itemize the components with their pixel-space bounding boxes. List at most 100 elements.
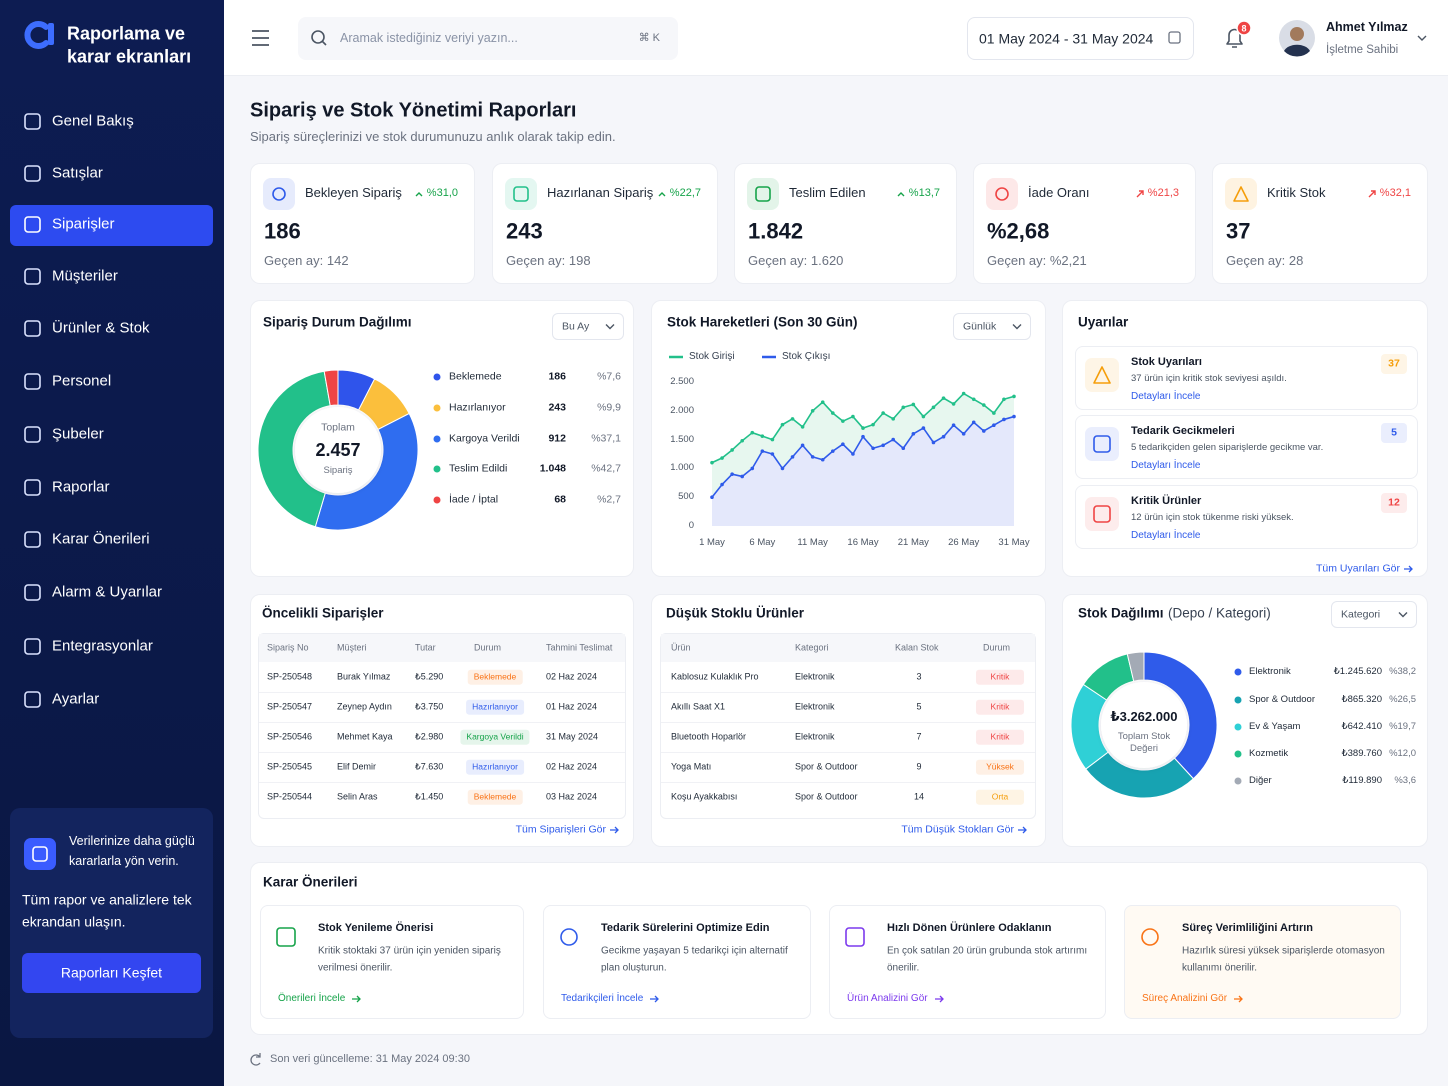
row-divider	[661, 752, 1035, 753]
link[interactable]: Tüm Uyarıları Gör	[1315, 562, 1400, 575]
panel-title: Stok Dağılımı	[1078, 605, 1164, 621]
table-header	[661, 634, 1035, 662]
column-header: Kategori	[795, 642, 829, 653]
link[interactable]: Tüm Siparişleri Gör	[515, 823, 606, 836]
kpi-value: 243	[506, 218, 543, 244]
table-frame	[258, 633, 626, 819]
kpi-card	[250, 163, 475, 284]
legend-label: Teslim Edildi	[449, 462, 508, 475]
menu-item[interactable]: Karar Önerileri	[52, 530, 150, 548]
table-cell: Kablosuz Kulaklık Pro	[671, 671, 759, 682]
alert-link[interactable]: Detayları İncele	[1131, 529, 1201, 541]
column-header: Durum	[474, 642, 502, 653]
alert-icon	[1085, 358, 1119, 392]
alert-link[interactable]: Detayları İncele	[1131, 459, 1201, 471]
kpi-card	[973, 163, 1196, 284]
donut-center-sub: Sipariş	[323, 465, 353, 477]
menu-item[interactable]: Raporlar	[52, 478, 110, 496]
legend-label: Hazırlanıyor	[449, 401, 506, 414]
alert-item	[1075, 485, 1418, 549]
status-pill: Hazırlanıyor	[466, 759, 524, 775]
column-header: Tutar	[415, 642, 436, 653]
table-cell: Burak Yılmaz	[337, 671, 391, 682]
date-picker[interactable]	[967, 17, 1194, 60]
kpi-icon	[986, 178, 1018, 210]
table-cell: Spor & Outdoor	[795, 761, 858, 772]
column-header: Sipariş No	[267, 642, 309, 653]
legend-share: %26,5	[1389, 694, 1416, 706]
link[interactable]: Ürün Analizini Gör	[847, 992, 928, 1004]
menu-item[interactable]: Genel Bakış	[52, 112, 134, 130]
kpi-change: %13,7	[908, 187, 940, 200]
last-update: Son veri güncelleme: 31 May 2024 09:30	[270, 1053, 470, 1066]
x-tick-label: 6 May	[749, 537, 776, 549]
table-cell: ₺3.750	[415, 701, 444, 712]
menu-item[interactable]: Siparişler	[52, 215, 115, 233]
panel-title: Uyarılar	[1078, 314, 1129, 330]
menu-item[interactable]: Şubeler	[52, 425, 104, 443]
brand: Raporlama ve karar ekranları	[67, 23, 192, 67]
table-cell: Elektronik	[795, 701, 835, 712]
link[interactable]: Önerileri İncele	[278, 992, 346, 1004]
panel-title: Sipariş Durum Dağılımı	[263, 314, 412, 330]
status-pill: Kritik	[976, 729, 1024, 745]
donut-total: ₺3.262.000	[1110, 708, 1178, 724]
link[interactable]: Tedarikçileri İncele	[561, 992, 644, 1004]
alert-title: Kritik Ürünler	[1131, 495, 1202, 508]
decision-card	[829, 905, 1106, 1019]
dropdown-label[interactable]: Bu Ay	[562, 319, 590, 332]
menu-item[interactable]: Alarm & Uyarılar	[52, 583, 163, 601]
row-divider	[259, 692, 625, 693]
menu-item[interactable]: Personel	[52, 372, 112, 390]
search[interactable]	[298, 17, 678, 60]
menu-item[interactable]: Satışlar	[52, 164, 103, 182]
link[interactable]: Süreç Analizini Gör	[1142, 992, 1228, 1004]
legend-share: %37,1	[591, 432, 621, 445]
legend-label: Beklemede	[449, 370, 502, 383]
column-header: Ürün	[671, 642, 691, 653]
donut-total: 2.457	[315, 439, 361, 460]
promo-title: Verilerinize daha güçlü kararlarla yön v…	[69, 834, 195, 868]
kpi-icon	[747, 178, 779, 210]
legend-share: %2,7	[597, 493, 621, 506]
table-cell: Koşu Ayakkabısı	[671, 791, 738, 802]
table-cell: 01 Haz 2024	[546, 701, 598, 712]
row-divider	[661, 692, 1035, 693]
link[interactable]: Tüm Düşük Stokları Gör	[901, 823, 1014, 836]
y-tick-label: 500	[678, 491, 694, 503]
status-pill: Kritik	[976, 699, 1024, 715]
menu-item[interactable]: Entegrasyonlar	[52, 637, 153, 655]
table-cell: SP-250546	[267, 731, 313, 742]
alert-link[interactable]: Detayları İncele	[1131, 390, 1201, 402]
legend-label: Spor & Outdoor	[1249, 694, 1316, 706]
kpi-icon	[263, 178, 295, 210]
menu-item[interactable]: Ürünler & Stok	[52, 319, 150, 337]
status-pill: Kargoya Verildi	[460, 729, 530, 745]
x-tick-label: 26 May	[948, 537, 980, 549]
legend-value: ₺1.245.620	[1333, 666, 1382, 678]
promo-button[interactable]	[22, 953, 201, 993]
kpi-card	[734, 163, 957, 284]
dropdown-label[interactable]: Günlük	[963, 319, 997, 332]
search-placeholder[interactable]: Aramak istediğiniz veriyi yazın...	[340, 30, 518, 45]
panel-title: Öncelikli Siparişler	[262, 605, 384, 621]
menu-active[interactable]	[10, 205, 213, 246]
status-pill: Orta	[976, 789, 1024, 805]
table-cell: SP-250548	[267, 671, 313, 682]
notification-count[interactable]: 8	[1241, 22, 1247, 33]
y-tick-label: 1.000	[670, 462, 694, 474]
column-header: Müşteri	[337, 642, 367, 653]
legend-label: Diğer	[1249, 775, 1272, 787]
kpi-card	[1212, 163, 1428, 284]
y-tick-label: 2.500	[670, 376, 694, 388]
menu-item[interactable]: Müşteriler	[52, 267, 118, 285]
dropdown-label[interactable]: Kategori	[1341, 607, 1381, 620]
promo-button-label[interactable]: Raporları Keşfet	[60, 964, 163, 981]
table-cell: Yoga Matı	[671, 761, 712, 772]
menu-item[interactable]: Ayarlar	[52, 690, 100, 708]
table-cell: Bluetooth Hoparlör	[671, 731, 747, 742]
table-cell: Elektronik	[795, 671, 835, 682]
y-tick-label: 2.000	[670, 404, 694, 416]
date-range[interactable]: 01 May 2024 - 31 May 2024	[979, 29, 1154, 46]
legend-share: %38,2	[1389, 666, 1416, 678]
